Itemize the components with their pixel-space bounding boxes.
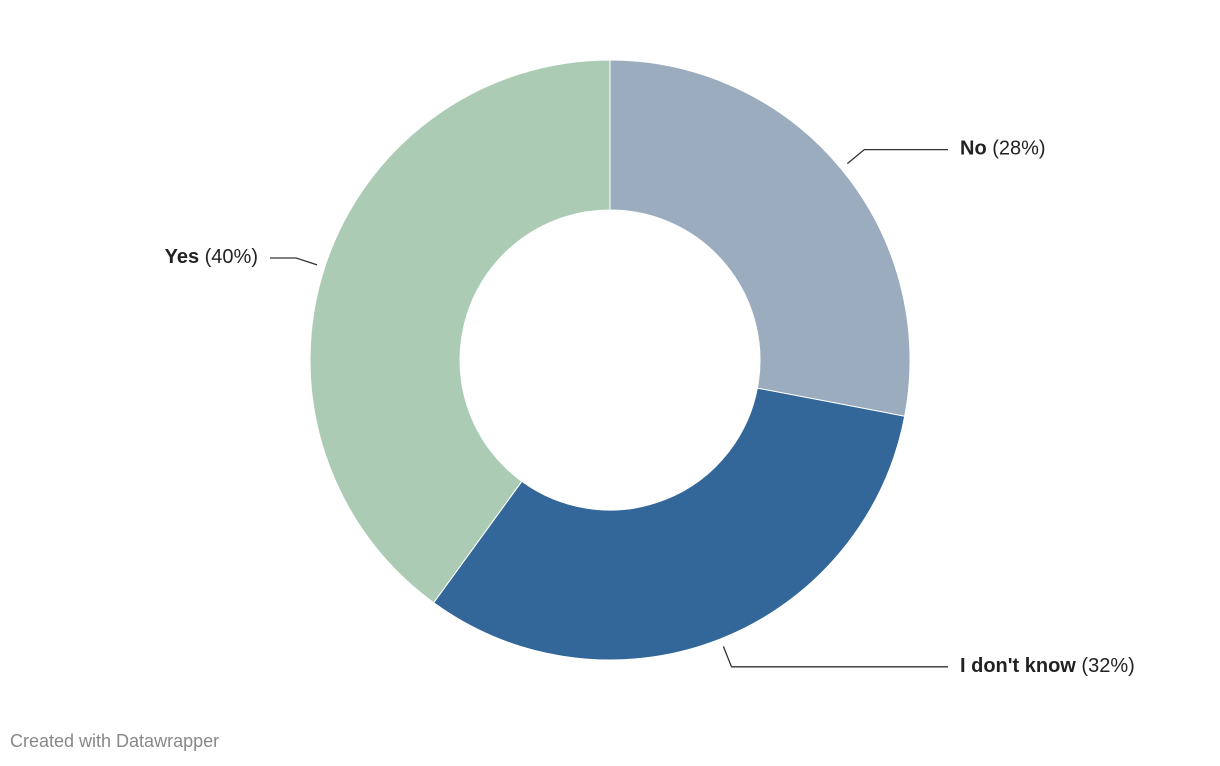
slice-label: Yes (40%) [165,246,258,268]
slice-name: Yes [165,246,199,268]
slice-label: No (28%) [960,138,1046,160]
slice-name: No [960,138,987,160]
slice [309,59,611,604]
slice-name: I don't know [960,655,1076,677]
slice [609,59,911,417]
slice-value: (32%) [1081,655,1134,677]
slice-value: (28%) [992,138,1045,160]
leader-line [270,257,318,266]
credit: Created with Datawrapper [10,731,219,751]
slice-label: I don't know (32%) [960,655,1135,677]
leader-line [846,149,948,165]
slice [432,387,906,661]
leader-line [722,646,948,668]
slice-value: (40%) [205,246,258,268]
